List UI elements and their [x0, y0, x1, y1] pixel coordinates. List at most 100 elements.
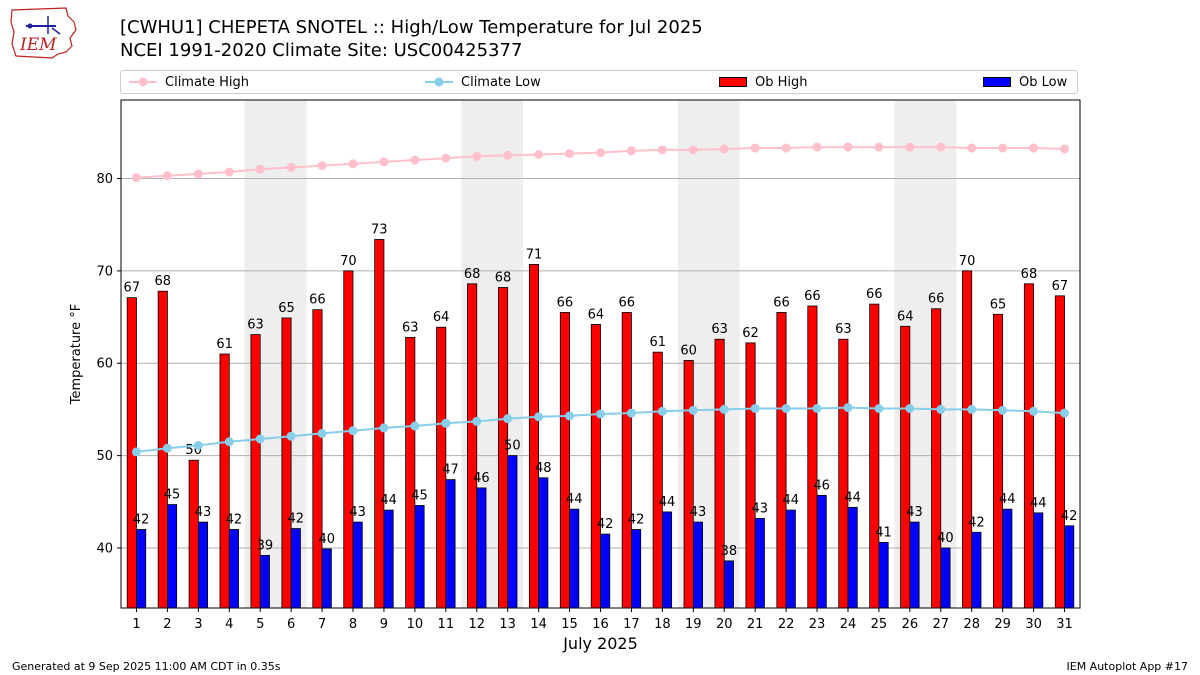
ob-low-bar-10	[414, 505, 425, 609]
ob-low-label-8: 43	[349, 505, 366, 520]
climate-low-point-19	[688, 405, 698, 415]
climate-high-point-18	[657, 145, 667, 155]
ob-high-bar-12	[467, 283, 478, 609]
ob-high-label-26: 64	[897, 309, 914, 324]
legend-item-ob-high: Ob High	[719, 71, 808, 93]
ob-low-bar-21	[754, 518, 765, 609]
ob-low-label-16: 42	[597, 517, 614, 532]
ob-low-label-5: 39	[257, 538, 274, 553]
x-tick-label-28: 28	[963, 617, 980, 632]
ob-high-bar-25	[869, 303, 880, 609]
climate-high-point-11	[441, 153, 451, 163]
ob-high-bar-31	[1054, 295, 1065, 609]
ob-high-bar-27	[931, 308, 942, 609]
ob-high-bar-10	[405, 336, 416, 609]
x-tick-label-13: 13	[499, 617, 516, 632]
ob-high-bar-18	[652, 351, 663, 609]
x-tick-label-22: 22	[778, 617, 795, 632]
ob-low-label-10: 45	[411, 488, 428, 503]
legend-label-climate-low: Climate Low	[461, 74, 541, 90]
ob-low-label-19: 43	[690, 505, 707, 520]
x-tick-label-8: 8	[349, 617, 357, 632]
ob-low-bar-24	[847, 506, 858, 609]
x-tick-label-4: 4	[225, 617, 233, 632]
climate-high-point-1	[131, 173, 141, 183]
climate-high-point-19	[688, 145, 698, 155]
ob-low-label-17: 42	[628, 512, 645, 527]
climate-low-point-17	[626, 408, 636, 418]
climate-low-point-22	[781, 403, 791, 413]
ob-high-label-7: 66	[309, 293, 326, 308]
ob-low-label-27: 40	[937, 531, 954, 546]
x-tick-label-30: 30	[1025, 617, 1042, 632]
ob-low-bar-25	[878, 542, 889, 609]
x-tick-label-16: 16	[592, 617, 609, 632]
chart-subtitle: NCEI 1991-2020 Climate Site: USC00425377	[120, 40, 523, 61]
x-tick-label-12: 12	[468, 617, 485, 632]
legend-item-climate-low: Climate Low	[425, 71, 541, 93]
ob-low-bar-23	[816, 494, 827, 609]
y-tick-label-40: 40	[96, 541, 113, 556]
ob-high-label-14: 71	[526, 247, 543, 262]
ob-low-label-1: 42	[133, 512, 150, 527]
ob-high-label-30: 68	[1021, 267, 1038, 282]
ob-high-bar-29	[992, 313, 1004, 609]
x-tick-label-24: 24	[840, 617, 857, 632]
legend: Climate High Climate Low Ob High Ob Low	[120, 70, 1078, 94]
climate-high-point-22	[781, 143, 791, 153]
ob-low-bar-27	[940, 547, 951, 609]
climate-high-point-30	[1029, 143, 1039, 153]
ob-low-label-29: 44	[999, 492, 1016, 507]
x-tick-label-6: 6	[287, 617, 295, 632]
ob-high-label-10: 63	[402, 320, 419, 335]
ob-high-bar-22	[776, 312, 787, 609]
ob-low-label-23: 46	[813, 478, 830, 493]
climate-high-point-29	[998, 143, 1008, 153]
x-tick-label-31: 31	[1056, 617, 1073, 632]
ob-low-label-3: 43	[195, 505, 212, 520]
ob-low-bar-9	[383, 509, 394, 609]
ob-low-bar-8	[352, 521, 363, 609]
ob-low-bar-4	[228, 529, 239, 609]
ob-high-label-4: 61	[216, 337, 233, 352]
ob-low-label-7: 40	[318, 532, 335, 547]
x-tick-label-20: 20	[716, 617, 733, 632]
climate-low-point-27	[936, 404, 946, 414]
ob-high-label-18: 61	[649, 335, 666, 350]
climate-low-point-1	[131, 447, 141, 457]
ob-high-label-27: 66	[928, 292, 945, 307]
x-tick-label-18: 18	[654, 617, 671, 632]
ob-high-bar-17	[621, 312, 632, 609]
ob-high-label-13: 68	[495, 270, 512, 285]
climate-low-point-2	[162, 443, 172, 453]
climate-low-point-11	[441, 418, 451, 428]
ob-low-bar-7	[321, 548, 332, 609]
x-tick-label-23: 23	[809, 617, 826, 632]
y-tick-label-50: 50	[96, 449, 113, 464]
ob-high-label-24: 63	[835, 322, 852, 337]
climate-low-point-24	[843, 403, 853, 413]
ob-low-bar-31	[1064, 525, 1075, 609]
climate-high-point-28	[967, 143, 977, 153]
climate-low-point-7	[317, 428, 327, 438]
ob-high-bar-3	[188, 459, 199, 609]
legend-item-ob-low: Ob Low	[983, 71, 1067, 93]
ob-high-label-15: 66	[557, 295, 574, 310]
climate-low-point-15	[565, 411, 575, 421]
climate-high-point-3	[193, 169, 203, 179]
ob-high-bar-23	[807, 305, 818, 609]
ob-low-label-20: 38	[721, 544, 738, 559]
climate-low-point-5	[255, 434, 265, 444]
ob-high-bar-8	[343, 270, 354, 609]
ob-low-bar-30	[1033, 512, 1044, 609]
ob-high-label-22: 66	[773, 295, 790, 310]
climate-high-point-9	[379, 157, 389, 167]
ob-high-label-11: 64	[433, 310, 450, 325]
ob-low-bar-2	[167, 504, 178, 609]
ob-high-bar-15	[559, 312, 570, 609]
x-tick-label-1: 1	[132, 617, 140, 632]
x-axis-label: July 2025	[562, 634, 638, 653]
climate-high-point-15	[565, 149, 575, 159]
plot-frame	[120, 99, 1081, 609]
x-tick-label-9: 9	[380, 617, 388, 632]
